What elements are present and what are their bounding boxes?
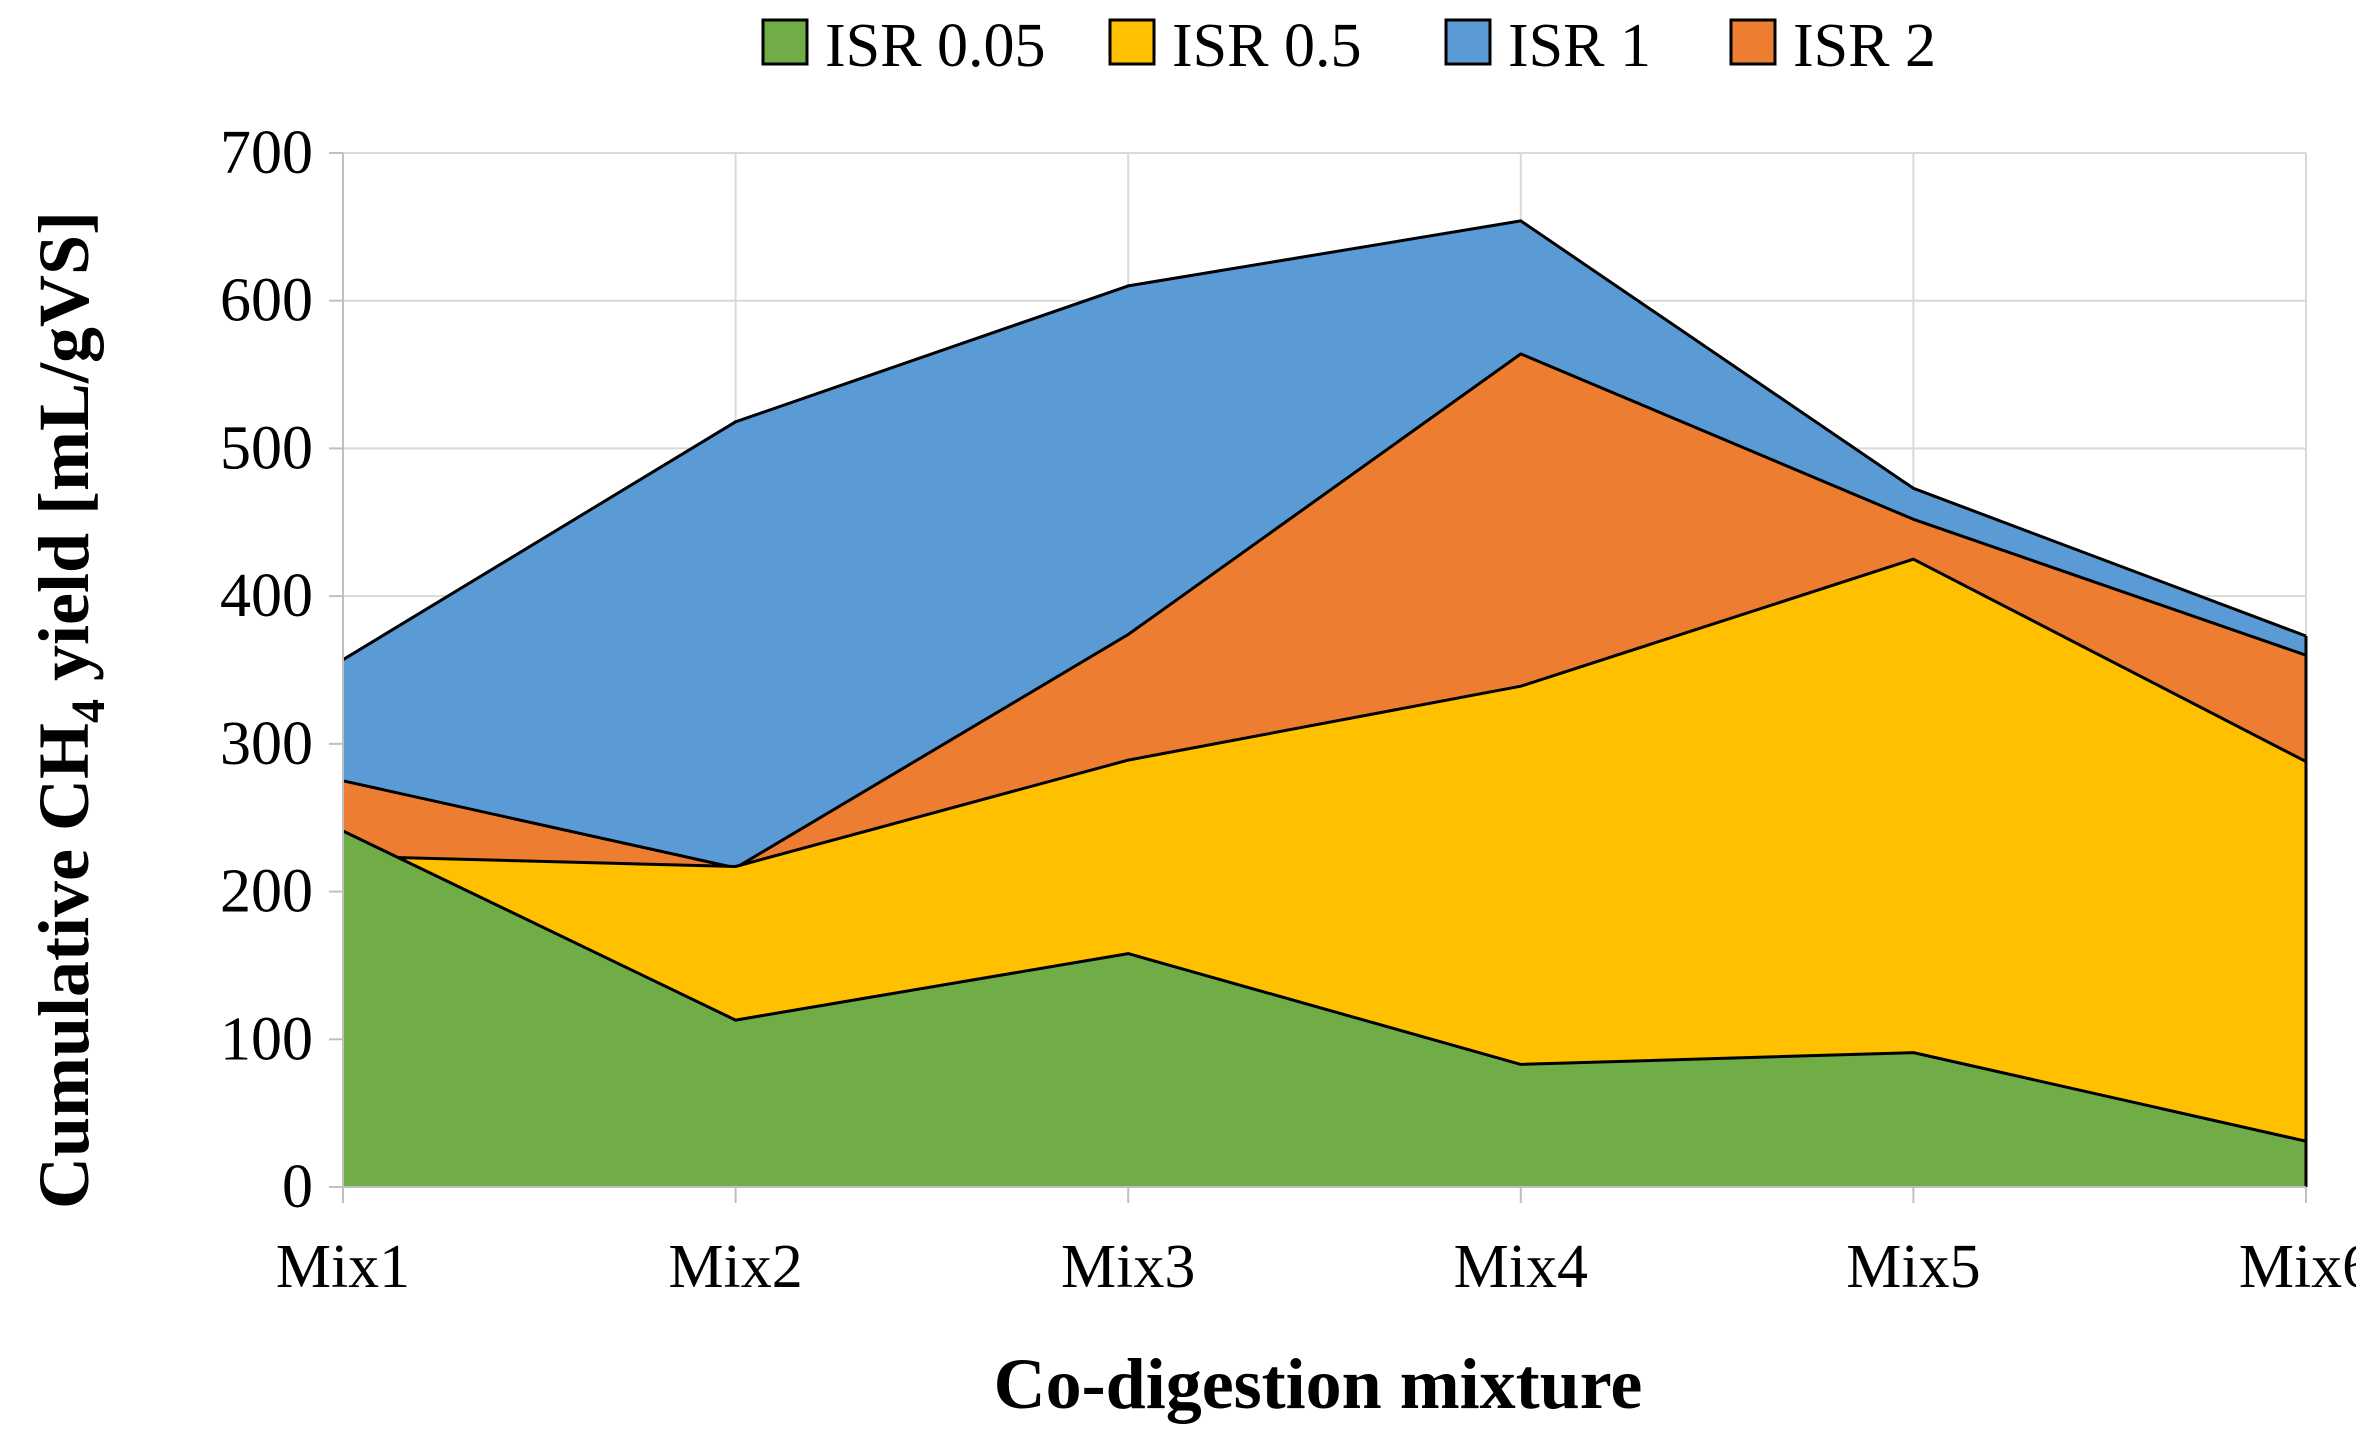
y-tick-label: 700	[220, 119, 313, 187]
y-tick-label: 300	[220, 710, 313, 778]
y-tick-label: 400	[220, 562, 313, 630]
y-tick-label: 500	[220, 414, 313, 482]
x-tick-label: Mix2	[668, 1233, 802, 1301]
legend: ISR 0.05 ISR 0.5 ISR 1 ISR 2	[763, 12, 1936, 80]
legend-label: ISR 2	[1793, 12, 1936, 80]
x-axis-title: Co-digestion mixture	[994, 1344, 1643, 1424]
y-tick-label: 200	[220, 858, 313, 926]
x-tick-label: Mix1	[276, 1233, 410, 1301]
x-tick-label: Mix3	[1061, 1233, 1195, 1301]
legend-label: ISR 0.5	[1172, 12, 1361, 80]
y-axis-title-suffix: yield [mL/gVS]	[24, 211, 104, 699]
y-tick-label: 0	[282, 1153, 313, 1221]
y-axis-title-prefix: Cumulative CH	[24, 723, 104, 1209]
series-areas	[343, 221, 2306, 1187]
legend-swatch	[1110, 20, 1154, 64]
legend-swatch	[1446, 20, 1490, 64]
y-axis-title: Cumulative CH4 yield [mL/gVS]	[24, 211, 115, 1209]
y-tick-label: 100	[220, 1005, 313, 1073]
legend-swatch	[763, 20, 807, 64]
legend-swatch	[1731, 20, 1775, 64]
y-tick-label: 600	[220, 267, 313, 335]
legend-label: ISR 1	[1508, 12, 1651, 80]
y-axis-title-subscript: 4	[62, 699, 115, 723]
x-tick-label: Mix5	[1846, 1233, 1980, 1301]
x-tick-label: Mix6	[2239, 1233, 2356, 1301]
legend-label: ISR 0.05	[825, 12, 1045, 80]
x-tick-label: Mix4	[1454, 1233, 1588, 1301]
